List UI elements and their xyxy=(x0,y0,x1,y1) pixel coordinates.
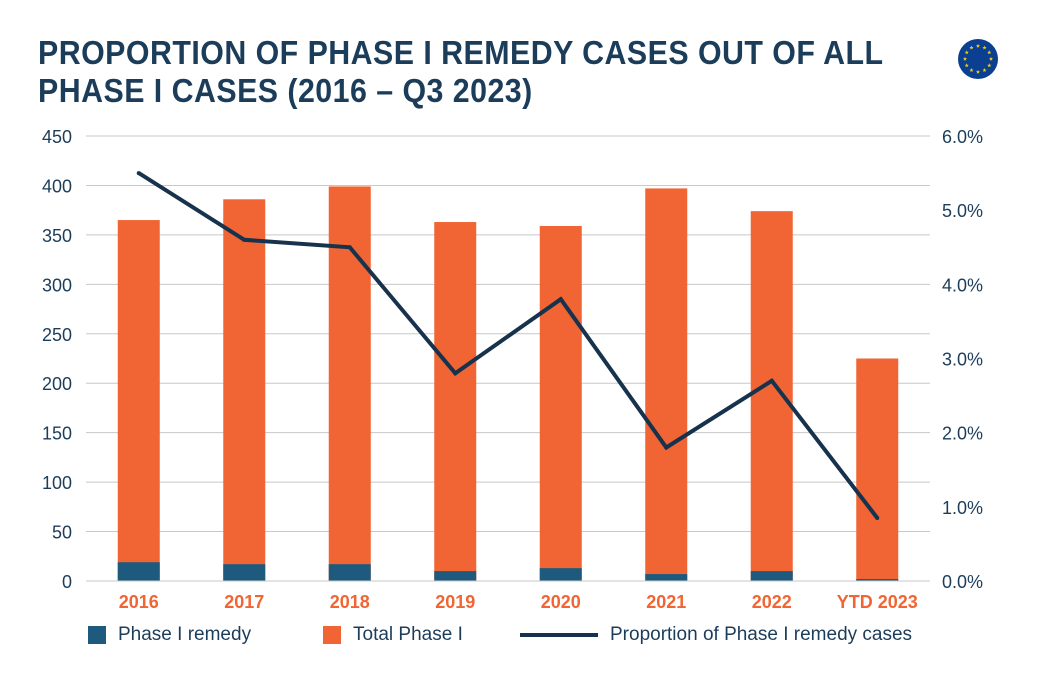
x-tick-label: 2020 xyxy=(541,592,581,612)
y-left-tick-label: 150 xyxy=(42,424,72,444)
bar-total-phase-i xyxy=(750,211,793,581)
y-right-tick-label: 3.0% xyxy=(942,350,983,370)
bar-phase-i-remedy xyxy=(117,562,160,581)
bar-phase-i-remedy xyxy=(750,571,793,581)
bar-phase-i-remedy xyxy=(434,571,477,581)
y-left-tick-label: 400 xyxy=(42,176,72,196)
eu-star xyxy=(975,43,981,48)
y-right-tick-label: 0.0% xyxy=(942,572,983,592)
eu-star xyxy=(962,56,968,61)
eu-star xyxy=(964,63,969,68)
eu-star xyxy=(982,68,987,73)
y-left-tick-label: 350 xyxy=(42,226,72,246)
bar-total-phase-i xyxy=(645,188,688,581)
line-point xyxy=(769,378,774,383)
legend-item-proportion: Proportion of Phase I remedy cases xyxy=(520,622,912,648)
line-point xyxy=(347,245,352,250)
eu-star xyxy=(964,50,969,55)
bar-total-phase-i xyxy=(856,358,899,581)
bar-total-phase-i xyxy=(434,222,477,582)
y-right-tick-label: 4.0% xyxy=(942,275,983,295)
legend-label-proportion: Proportion of Phase I remedy cases xyxy=(610,624,913,645)
bar-total-phase-i xyxy=(223,199,266,582)
x-tick-label: 2018 xyxy=(330,592,370,612)
chart-title-line-1: PROPORTION OF PHASE I REMEDY CASES OUT O… xyxy=(38,34,884,71)
eu-star xyxy=(988,56,994,61)
y-left-tick-label: 200 xyxy=(42,374,72,394)
legend-item-total: Total Phase I xyxy=(323,622,463,648)
legend-label-remedy: Phase I remedy xyxy=(118,624,252,645)
eu-star xyxy=(975,69,981,74)
bar-total-phase-i xyxy=(539,225,582,581)
line-point xyxy=(242,237,247,242)
line-point xyxy=(453,371,458,376)
bar-phase-i-remedy xyxy=(539,568,582,581)
bar-total-phase-i xyxy=(328,186,371,581)
bar-phase-i-remedy xyxy=(223,564,266,581)
legend-swatch-proportion xyxy=(520,633,598,637)
eu-star xyxy=(969,45,974,50)
x-tick-label: 2019 xyxy=(435,592,475,612)
y-left-tick-label: 300 xyxy=(42,275,72,295)
eu-star xyxy=(969,68,974,73)
x-tick-label: 2022 xyxy=(752,592,792,612)
legend-label-total: Total Phase I xyxy=(353,624,463,645)
y-left-tick-label: 450 xyxy=(42,127,72,147)
eu-star xyxy=(982,45,987,50)
line-proportion-remedy-cases xyxy=(137,171,879,520)
x-tick-label: 2017 xyxy=(224,592,264,612)
x-tick-label: 2016 xyxy=(119,592,159,612)
y-right-tick-label: 5.0% xyxy=(942,201,983,221)
eu-star xyxy=(987,63,992,68)
bar-phase-i-remedy xyxy=(856,579,899,581)
y-right-tick-label: 1.0% xyxy=(942,498,983,518)
bar-phase-i-remedy xyxy=(328,564,371,581)
y-left-tick-label: 50 xyxy=(52,523,72,543)
legend-swatch-remedy xyxy=(88,626,106,644)
chart-title-line-2: PHASE I CASES (2016 – Q3 2023) xyxy=(38,72,533,109)
bar-phase-i-remedy xyxy=(645,574,688,581)
line-point xyxy=(558,297,563,302)
y-left-tick-label: 0 xyxy=(62,572,72,592)
y-left-tick-label: 100 xyxy=(42,473,72,493)
y-right-tick-label: 6.0% xyxy=(942,127,983,147)
x-tick-label: 2021 xyxy=(646,592,686,612)
legend-swatch-total xyxy=(323,626,341,644)
chart-title: PROPORTION OF PHASE I REMEDY CASES OUT O… xyxy=(38,34,884,110)
x-tick-label: YTD 2023 xyxy=(837,592,918,612)
line-point xyxy=(664,445,669,450)
line-point xyxy=(875,515,880,520)
eu-star xyxy=(987,50,992,55)
bar-total-phase-i xyxy=(117,220,160,582)
line-point xyxy=(136,171,141,176)
eu-flag-icon xyxy=(958,39,998,79)
y-right-tick-label: 2.0% xyxy=(942,424,983,444)
legend-item-remedy: Phase I remedy xyxy=(88,622,251,648)
y-left-tick-label: 250 xyxy=(42,325,72,345)
